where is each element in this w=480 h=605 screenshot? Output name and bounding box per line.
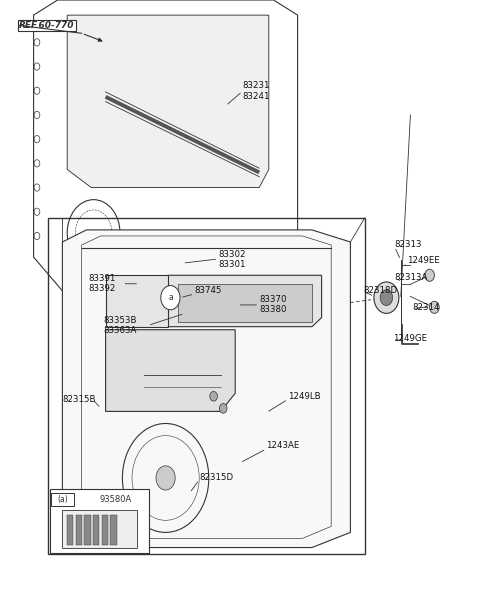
Text: 83231: 83231 xyxy=(242,82,270,90)
Circle shape xyxy=(430,301,439,313)
Text: 83241: 83241 xyxy=(242,93,270,101)
Circle shape xyxy=(219,404,227,413)
Polygon shape xyxy=(106,275,168,327)
Text: 82313: 82313 xyxy=(395,240,422,249)
Circle shape xyxy=(93,502,104,517)
Bar xyxy=(51,493,74,506)
Text: 1243AE: 1243AE xyxy=(266,442,300,450)
Text: 82314: 82314 xyxy=(413,303,440,312)
Circle shape xyxy=(380,290,393,306)
Text: 82315D: 82315D xyxy=(199,474,233,482)
Text: a: a xyxy=(168,293,173,302)
Bar xyxy=(93,515,99,545)
Bar xyxy=(50,489,149,553)
Text: 83370: 83370 xyxy=(259,295,287,304)
Polygon shape xyxy=(178,284,312,322)
Text: REF.60-770: REF.60-770 xyxy=(19,21,75,30)
Circle shape xyxy=(425,269,434,281)
Text: 83302: 83302 xyxy=(218,250,246,258)
Circle shape xyxy=(210,391,217,401)
Text: 1249EE: 1249EE xyxy=(407,257,440,265)
Bar xyxy=(62,510,137,548)
Bar xyxy=(110,515,117,545)
Text: 82313A: 82313A xyxy=(395,273,428,281)
Circle shape xyxy=(34,160,40,167)
Polygon shape xyxy=(106,330,235,411)
Text: 82315B: 82315B xyxy=(62,395,96,404)
Circle shape xyxy=(34,232,40,240)
Text: 1249GE: 1249GE xyxy=(393,335,427,343)
Circle shape xyxy=(34,63,40,70)
Polygon shape xyxy=(62,230,350,548)
Bar xyxy=(144,234,180,257)
Circle shape xyxy=(34,39,40,46)
Text: 83380: 83380 xyxy=(259,306,287,314)
Circle shape xyxy=(34,136,40,143)
Text: 83353B: 83353B xyxy=(103,316,137,325)
Bar xyxy=(67,515,73,545)
Bar xyxy=(102,515,108,545)
Circle shape xyxy=(156,466,175,490)
Text: 1249LB: 1249LB xyxy=(288,392,321,401)
Text: (a): (a) xyxy=(58,495,68,504)
Text: 83392: 83392 xyxy=(89,284,116,293)
Circle shape xyxy=(374,282,399,313)
Text: 93580A: 93580A xyxy=(99,495,132,504)
Polygon shape xyxy=(168,275,322,327)
Bar xyxy=(76,515,82,545)
Circle shape xyxy=(34,111,40,119)
Text: 83745: 83745 xyxy=(194,286,222,295)
Polygon shape xyxy=(67,15,269,188)
Circle shape xyxy=(161,286,180,310)
Text: 83391: 83391 xyxy=(89,274,116,283)
Circle shape xyxy=(34,87,40,94)
Bar xyxy=(84,515,91,545)
Text: 83301: 83301 xyxy=(218,260,246,269)
Text: 82318D: 82318D xyxy=(364,286,398,295)
Text: 83363A: 83363A xyxy=(103,327,137,335)
Circle shape xyxy=(34,208,40,215)
Bar xyxy=(48,218,365,554)
Circle shape xyxy=(34,184,40,191)
